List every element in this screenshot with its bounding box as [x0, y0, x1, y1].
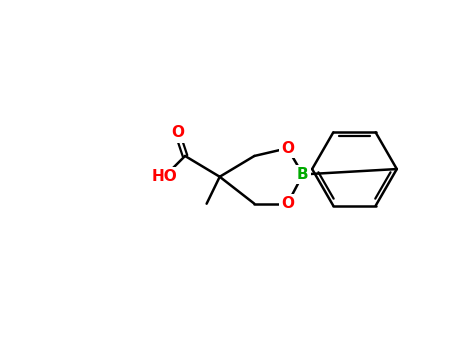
Text: O: O: [281, 141, 294, 156]
Text: HO: HO: [152, 169, 177, 184]
Text: O: O: [281, 196, 294, 211]
Text: O: O: [171, 125, 184, 140]
Text: B: B: [297, 167, 308, 182]
